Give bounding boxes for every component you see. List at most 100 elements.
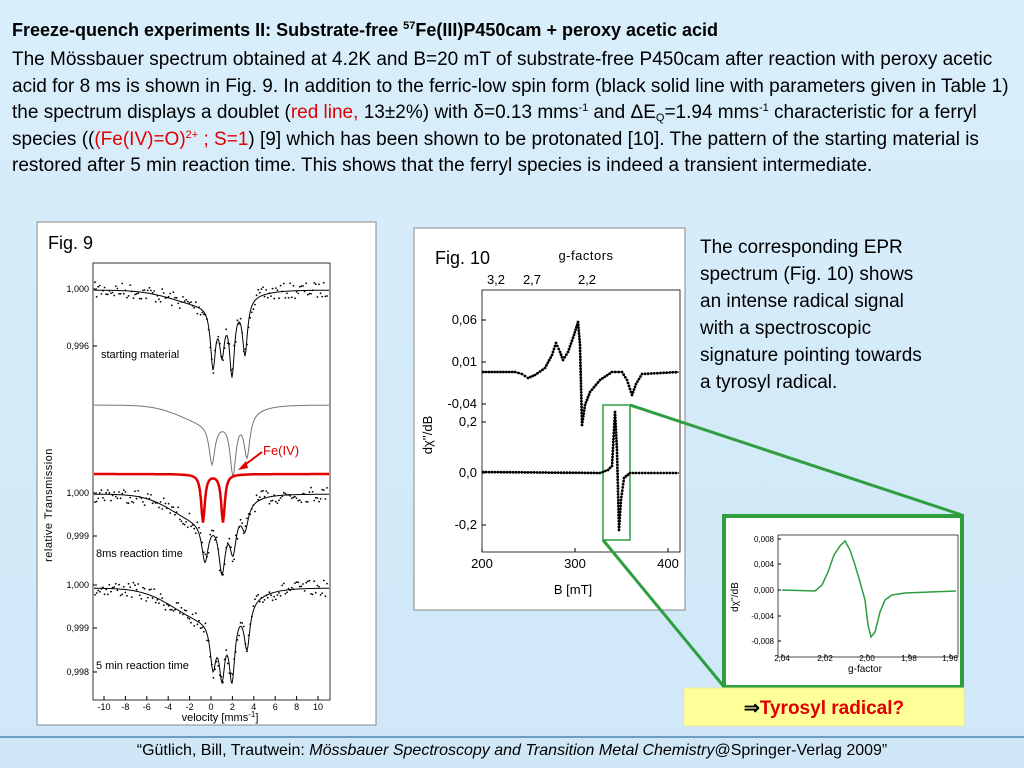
y-tick-label: -0,008 <box>751 637 774 646</box>
epr-point <box>564 353 568 357</box>
spectrum-point <box>105 588 108 591</box>
y-tick-label: 1,000 <box>66 580 89 590</box>
x-tick-label: 6 <box>273 702 278 712</box>
spectrum-point <box>190 621 192 624</box>
spectrum-point <box>156 295 159 297</box>
epr-point <box>640 372 644 376</box>
epr-point <box>580 408 583 412</box>
spectrum-point <box>278 499 280 502</box>
spectrum-point <box>279 497 282 499</box>
spectrum-point <box>319 594 322 596</box>
spectrum-point <box>254 598 256 601</box>
spectrum-point <box>129 586 132 588</box>
spectrum-point <box>170 304 173 307</box>
spectrum-point <box>119 594 122 597</box>
spectrum-point <box>113 294 116 297</box>
spectrum-point <box>313 282 316 284</box>
spectrum-point <box>180 606 183 609</box>
spectrum-point <box>324 595 327 598</box>
epr-point <box>640 471 644 475</box>
spectrum-point <box>286 591 288 594</box>
spectrum-point <box>209 533 212 536</box>
spectrum-point <box>217 548 220 551</box>
spectrum-point <box>276 594 279 596</box>
spectrum-point <box>268 502 271 505</box>
spectrum-point <box>116 497 119 500</box>
spectrum-point <box>174 296 176 299</box>
epr-point <box>499 470 503 474</box>
epr-point <box>616 499 620 502</box>
epr-point <box>614 434 618 437</box>
epr-point <box>575 325 578 329</box>
epr-point <box>552 347 556 351</box>
epr-point <box>630 393 634 397</box>
spectrum-point <box>177 602 180 604</box>
epr-point <box>507 370 511 374</box>
spectrum-point <box>209 346 212 349</box>
spectrum-point <box>260 288 263 290</box>
epr-point <box>536 371 539 375</box>
epr-point <box>586 395 590 399</box>
spectrum-point <box>193 306 196 309</box>
epr-point <box>578 337 581 341</box>
epr-point <box>617 370 621 374</box>
spectrum-point <box>316 497 319 499</box>
epr-point <box>580 399 583 403</box>
epr-point <box>674 471 678 475</box>
spectrum-point <box>134 490 136 493</box>
spectrum-point <box>254 510 256 513</box>
epr-point <box>671 471 675 475</box>
epr-point <box>547 471 551 474</box>
spectrum-point <box>266 296 269 299</box>
spectrum-point <box>319 498 322 500</box>
spectrum-point <box>255 294 258 297</box>
spectrum-point <box>137 292 140 294</box>
epr-point <box>611 455 614 459</box>
epr-point <box>574 328 577 332</box>
spectrum-point <box>308 579 311 582</box>
spectrum-point <box>159 300 162 303</box>
epr-point <box>619 504 622 508</box>
epr-point <box>561 358 565 362</box>
spectrum-point <box>110 292 112 295</box>
epr-point <box>555 344 559 348</box>
spectrum-point <box>106 489 109 491</box>
spectrum-point <box>294 582 296 584</box>
epr-point <box>579 382 583 385</box>
text-run: -1 <box>248 710 256 719</box>
epr-point <box>578 343 582 347</box>
spectrum-point <box>121 492 124 495</box>
epr-point <box>652 371 656 375</box>
spectrum-point <box>303 493 306 496</box>
epr-point <box>617 504 620 508</box>
spectrum-point <box>194 301 197 304</box>
annotation: starting material <box>101 349 179 361</box>
epr-point <box>608 466 612 470</box>
epr-point <box>499 370 502 374</box>
spectrum-point <box>300 285 303 287</box>
spectrum-fit <box>94 404 329 477</box>
text-line: an intense radical signal <box>700 291 904 312</box>
spectrum-point <box>153 588 156 590</box>
spectrum-point <box>167 502 170 505</box>
epr-point <box>579 388 583 391</box>
spectrum-point <box>284 297 287 299</box>
epr-point <box>563 355 567 359</box>
epr-point <box>621 486 625 489</box>
epr-point <box>577 335 581 338</box>
spectrum-point <box>271 599 274 602</box>
figure-label: Fig. 9 <box>48 233 93 253</box>
epr-point <box>613 410 617 414</box>
inset-panel <box>722 514 964 689</box>
spectrum-point <box>186 300 189 303</box>
epr-point <box>533 373 537 377</box>
spectrum-point <box>310 292 312 295</box>
spectrum-point <box>137 583 140 585</box>
epr-point <box>615 442 619 446</box>
spectrum-point <box>281 584 284 587</box>
text-run: and ΔE <box>588 102 656 123</box>
text-run: 57 <box>403 20 416 32</box>
spectrum-point <box>201 541 204 544</box>
spectrum-point <box>228 672 231 675</box>
epr-point <box>544 471 548 474</box>
